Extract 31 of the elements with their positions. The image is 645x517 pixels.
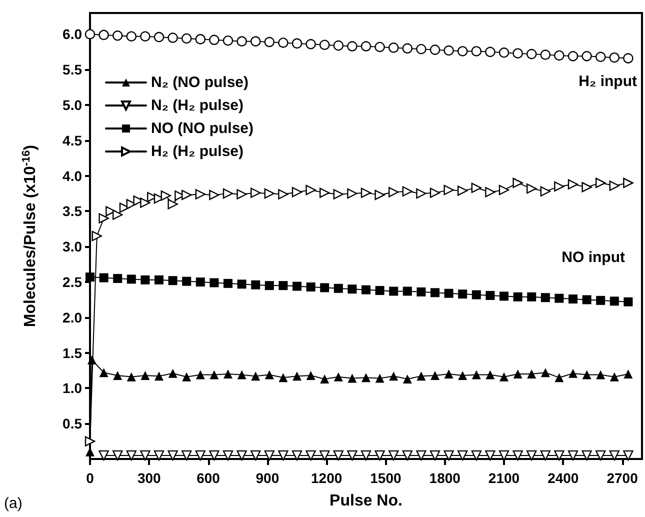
y-axis-title: Molecules/Pulse (x10-16) — [20, 144, 39, 328]
y-tick-label: 2.0 — [62, 309, 82, 326]
y-tick-label: 6.0 — [62, 26, 82, 42]
x-tick-label: 1800 — [429, 470, 461, 486]
y-tick-label: 2.5 — [62, 274, 82, 290]
annotation: NO input — [562, 249, 626, 266]
legend-label: H₂ (H₂ pulse) — [151, 143, 244, 160]
legend-label: N₂ (NO pulse) — [151, 74, 249, 91]
y-tick-label: 5.5 — [62, 62, 82, 78]
y-tick-label: 1.5 — [62, 344, 82, 361]
text: (a) — [4, 495, 22, 512]
y-tick-label: 3.5 — [62, 203, 82, 220]
y-tick-label: 4.5 — [62, 132, 82, 148]
annotation: H₂ input — [578, 73, 638, 90]
legend-label: NO (NO pulse) — [151, 120, 254, 137]
y-tick-label: 1.0 — [62, 380, 82, 396]
x-tick-label: 0 — [86, 470, 94, 486]
x-tick-label: 300 — [137, 470, 162, 486]
y-tick-label: 5.0 — [62, 97, 82, 114]
y-tick-label: 3.0 — [62, 238, 82, 255]
x-tick-label: 2400 — [548, 470, 579, 486]
x-tick-label: 2700 — [606, 470, 638, 486]
x-tick-label: 2100 — [488, 470, 520, 486]
x-tick-label: 1500 — [370, 470, 402, 486]
y-tick-label: 4.0 — [62, 168, 82, 184]
x-tick-label: 600 — [196, 470, 220, 486]
legend-label: N₂ (H₂ pulse) — [151, 97, 244, 114]
x-tick-label: 900 — [256, 470, 280, 486]
x-tick-label: 1200 — [310, 470, 342, 486]
x-axis-title: Pulse No. — [330, 492, 402, 510]
y-tick-label: 0.5 — [62, 416, 82, 432]
